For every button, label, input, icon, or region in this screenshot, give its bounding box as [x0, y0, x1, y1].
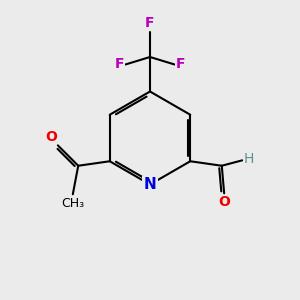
Text: F: F	[176, 58, 185, 71]
Text: O: O	[218, 195, 230, 209]
Text: H: H	[243, 152, 254, 166]
Text: O: O	[45, 130, 57, 144]
Text: N: N	[144, 177, 156, 192]
Text: CH₃: CH₃	[61, 197, 84, 210]
Text: F: F	[115, 58, 124, 71]
Text: F: F	[145, 16, 155, 30]
